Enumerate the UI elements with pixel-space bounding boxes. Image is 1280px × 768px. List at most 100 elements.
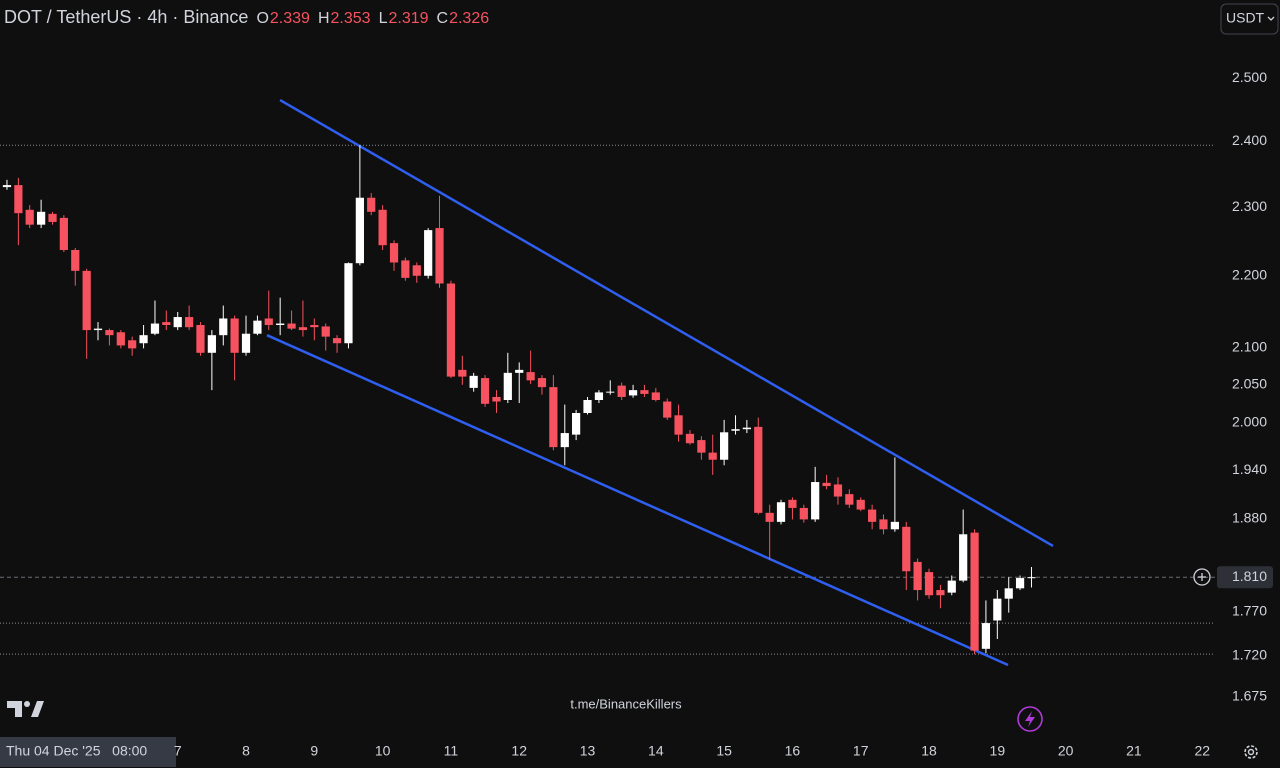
candle-body (651, 392, 660, 401)
candle-body (936, 590, 945, 596)
x-tick-label: 19 (990, 743, 1006, 759)
candle-body (913, 561, 922, 591)
candle-body (150, 323, 160, 334)
candle-body (492, 396, 501, 402)
y-tick-label: 2.200 (1232, 266, 1267, 282)
candle-body (924, 572, 934, 596)
candle-body (128, 340, 137, 349)
y-tick-label: 2.000 (1232, 414, 1267, 430)
candle-body (708, 452, 717, 460)
candle-body (344, 263, 353, 344)
ohlc-value: 2.353 (330, 10, 371, 27)
x-tick-label: 9 (310, 743, 318, 759)
candle-body (822, 482, 831, 487)
candle-body (173, 317, 182, 328)
lightning-button[interactable] (1017, 706, 1043, 732)
candle-body (970, 532, 979, 651)
candle-body (82, 270, 91, 331)
candle-body (1027, 577, 1036, 579)
candle-body (332, 338, 342, 344)
candle-body (640, 390, 649, 394)
candle-body (378, 209, 387, 246)
candle-body (663, 401, 672, 418)
ohlc-key: H (317, 10, 330, 27)
candle-body (776, 502, 786, 522)
candle-body (720, 432, 729, 460)
x-tick-label: 18 (921, 743, 937, 759)
ohlc-value: 2.339 (269, 10, 310, 27)
candle-body (93, 328, 103, 331)
candle-body (765, 512, 774, 522)
candle-body (799, 507, 808, 520)
candle-body (731, 429, 740, 431)
y-tick-label: 1.770 (1232, 602, 1267, 618)
candle-body (230, 318, 239, 353)
add-alert-button[interactable] (1193, 568, 1211, 586)
candle-body (674, 415, 683, 435)
x-tick-label: 16 (785, 743, 801, 759)
candle-body (845, 494, 854, 505)
candle-body (2, 185, 12, 188)
x-tick-label: 15 (716, 743, 732, 759)
ohlc-value: 2.326 (449, 10, 490, 27)
candle-body (879, 519, 888, 530)
candle-body (196, 324, 205, 353)
x-tick-label: 11 (444, 743, 459, 759)
candle-body (959, 534, 968, 581)
candle-body (480, 378, 490, 404)
candle-body (116, 332, 125, 346)
candle-body (37, 211, 46, 225)
y-tick-label: 2.100 (1232, 338, 1267, 354)
y-tick-label: 2.500 (1232, 69, 1267, 85)
candle-body (890, 521, 899, 530)
y-tick-label: 2.300 (1232, 198, 1267, 214)
currency-button[interactable]: USDT (1220, 3, 1279, 35)
candle-body (287, 323, 296, 329)
candle-body (139, 335, 148, 344)
candle-body (298, 327, 308, 331)
candle-body (71, 250, 80, 271)
candle-body (355, 197, 364, 264)
candle-body (947, 580, 956, 593)
candle-body (856, 499, 865, 510)
x-tick-label: 8 (242, 743, 250, 759)
candle-body (185, 317, 194, 328)
header: DOT / TetherUS · 4h · Binance O 2.339 H 2.3… (4, 7, 489, 28)
candle-body (253, 320, 262, 334)
candle-body (241, 333, 251, 353)
candle-body (1015, 578, 1025, 589)
candle-body (401, 260, 410, 278)
candle-body (469, 375, 478, 388)
x-tick-label: 14 (648, 743, 664, 759)
candle-body (811, 482, 820, 520)
x-tick-label: 21 (1126, 743, 1142, 759)
x-tick-label: 10 (375, 743, 391, 759)
candle-body (754, 426, 763, 513)
candle-body (389, 243, 399, 263)
candle-body (628, 390, 638, 396)
candle-body (685, 433, 695, 444)
candle-body (105, 330, 114, 336)
last-price-tag (1217, 566, 1273, 589)
tv-logo (7, 701, 44, 717)
candle-body (993, 598, 1002, 621)
candle-body (48, 213, 57, 222)
x-tick-label: 17 (853, 743, 869, 759)
candle-body (788, 499, 797, 508)
candle-body (219, 318, 228, 336)
candle-body (25, 209, 34, 225)
candle-body (276, 323, 285, 325)
candle-body (606, 391, 615, 393)
settings-button[interactable] (1244, 745, 1258, 759)
candle-body (59, 217, 68, 251)
candle-body (572, 412, 581, 435)
candle-body (549, 387, 558, 448)
candle-body (1004, 588, 1013, 599)
trendline (266, 334, 1009, 667)
candle-body (742, 427, 751, 430)
candle-body (458, 369, 467, 377)
candle-body (367, 197, 376, 212)
plot-area (0, 99, 1215, 667)
candle-body (14, 185, 23, 214)
